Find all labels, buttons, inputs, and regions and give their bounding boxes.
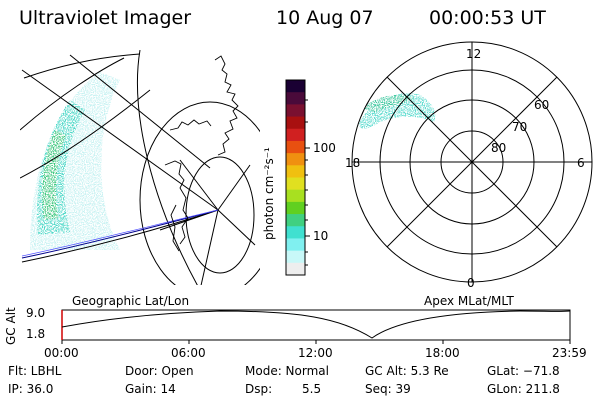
aurora-emission-left [30,72,120,250]
timeline-xtick-1200: 12:00 [298,346,333,360]
mode-info: Mode: Normal [245,364,329,378]
colorbar-tick-10: 10 [313,229,329,243]
polar-plot [351,41,593,283]
colorbar-stripe [286,153,305,166]
mlt-label-18: 18 [345,156,361,170]
colorbar-stripe [286,226,305,239]
altitude-curve [61,310,571,339]
colorbar-stripe [286,128,305,142]
timeline-xtick-0600: 06:00 [171,346,206,360]
timeline-xtick-0000: 00:00 [44,346,79,360]
mlt-label-6: 6 [577,156,585,170]
coastline [164,55,239,252]
colorbar-stripe [286,140,305,154]
mlat-label-70: 70 [512,120,528,134]
aurora-emission-polar [358,93,436,129]
gc-alt-info: GC Alt: 5.3 Re [365,364,449,378]
header-time: 00:00:53 UT [429,7,546,29]
colorbar-stripe [286,238,305,252]
app-title: Ultraviolet Imager [19,7,192,29]
mlat-label-60: 60 [534,98,550,112]
colorbar-stripe [286,214,305,227]
colorbar-stripe [286,262,305,276]
gain-info: Gain: 14 [125,382,176,396]
dsp-label: Dsp: [245,382,273,396]
geographic-map [20,50,260,285]
mlat-label-80: 80 [491,141,507,155]
timeline-xtick-1800: 18:00 [425,346,460,360]
polar-plot-label: Apex MLat/MLT [424,294,514,308]
glon-info: GLon: 211.8 [487,382,560,396]
timeline-ytick-max: 9.0 [26,306,46,320]
seq-info: Seq: 39 [365,382,411,396]
dsp-value: 5.5 [302,382,322,396]
timeline-ytick-min: 1.8 [26,327,46,341]
timeline-ylabel: GC Alt [4,307,18,345]
colorbar-stripe [286,177,305,191]
colorbar-stripe [286,201,305,215]
colorbar-stripe [286,165,305,178]
ip-info: IP: 36.0 [8,382,54,396]
colorbar-stripe [286,80,305,93]
door-info: Door: Open [125,364,194,378]
colorbar-stripe [286,189,305,203]
glat-info: GLat: −71.8 [487,364,560,378]
colorbar-stripe [286,104,305,118]
colorbar [285,79,310,276]
altitude-timeline [61,309,571,344]
timeline-xtick-2359: 23:59 [552,346,587,360]
header-date: 10 Aug 07 [276,7,374,29]
mlt-label-0: 0 [467,276,475,290]
colorbar-stripe [286,250,305,264]
mlt-label-12: 12 [466,47,482,61]
filter-info: Flt: LBHL [8,364,62,378]
colorbar-stripe [286,116,305,130]
geographic-map-label: Geographic Lat/Lon [72,294,190,308]
colorbar-tick-100: 100 [313,141,336,155]
colorbar-unit-label: photon cm⁻²s⁻¹ [262,147,276,240]
colorbar-stripe [286,92,305,105]
